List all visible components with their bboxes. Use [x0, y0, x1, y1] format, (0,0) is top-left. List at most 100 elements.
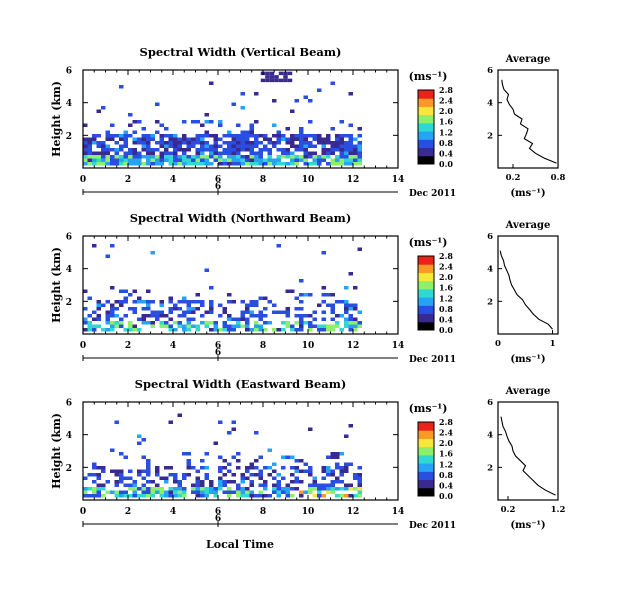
- panel-title: Spectral Width (Vertical Beam): [140, 45, 342, 59]
- heatmap-cell: [294, 148, 299, 152]
- x-tick-label: 4: [170, 507, 176, 517]
- y-tick-label: 4: [66, 99, 72, 109]
- heatmap-cell: [249, 148, 254, 152]
- heatmap-cell: [83, 494, 88, 498]
- heatmap-cell: [294, 155, 299, 159]
- colorbar-tick-label: 0.4: [439, 480, 453, 490]
- heatmap-cell: [357, 158, 362, 162]
- heatmap-cell: [83, 141, 88, 145]
- heatmap-cell: [195, 490, 200, 494]
- colorbar-tick-label: 2.0: [439, 106, 453, 116]
- heatmap-cell: [330, 303, 335, 307]
- heatmap-cell: [254, 431, 259, 435]
- heatmap-cell: [299, 293, 304, 297]
- heatmap-cell: [236, 321, 241, 325]
- heatmap-cell: [344, 162, 349, 166]
- heatmap-cell: [330, 317, 335, 321]
- heatmap-cell: [141, 317, 146, 321]
- avg-y-tick-label: 2: [487, 131, 493, 141]
- heatmap-cell: [159, 162, 164, 166]
- heatmap-cell: [114, 469, 119, 473]
- heatmap-cell: [200, 300, 205, 304]
- heatmap-cell: [281, 134, 286, 138]
- heatmap-cell: [173, 328, 178, 332]
- heatmap-cell: [92, 490, 97, 494]
- heatmap-cell: [290, 137, 295, 141]
- heatmap-cell: [272, 158, 277, 162]
- heatmap-cell: [150, 314, 155, 318]
- heatmap-cell: [227, 144, 232, 148]
- heatmap-cell: [335, 494, 340, 498]
- heatmap-cell: [222, 480, 227, 484]
- heatmap-cell: [173, 490, 178, 494]
- heatmap-cell: [294, 99, 299, 103]
- heatmap-cell: [186, 141, 191, 145]
- heatmap-cell: [155, 473, 160, 477]
- heatmap-cell: [321, 137, 326, 141]
- heatmap-cell: [281, 476, 286, 480]
- heatmap-cell: [137, 120, 142, 124]
- heatmap-cell: [191, 120, 196, 124]
- heatmap-cell: [308, 120, 313, 124]
- heatmap-cell: [177, 487, 182, 491]
- heatmap-cell: [110, 155, 115, 159]
- heatmap-cell: [236, 155, 241, 159]
- heatmap-cell: [344, 300, 349, 304]
- heatmap-cell: [249, 141, 254, 145]
- heatmap-cell: [137, 158, 142, 162]
- heatmap-cell: [128, 148, 133, 152]
- heatmap-cell: [267, 494, 272, 498]
- heatmap-cell: [240, 155, 245, 159]
- heatmap-cell: [285, 162, 290, 166]
- heatmap-cell: [128, 321, 133, 325]
- heatmap-cell: [231, 427, 236, 431]
- heatmap-cell: [105, 148, 110, 152]
- heatmap-cell: [146, 473, 151, 477]
- heatmap-cell: [321, 151, 326, 155]
- heatmap-cell: [173, 141, 178, 145]
- heatmap-cell: [119, 155, 124, 159]
- heatmap-cell: [146, 487, 151, 491]
- heatmap-cell: [209, 303, 214, 307]
- heatmap-cell: [173, 158, 178, 162]
- heatmap-cell: [114, 134, 119, 138]
- heatmap-cell: [321, 144, 326, 148]
- heatmap-cell: [186, 462, 191, 466]
- heatmap-cell: [308, 162, 313, 166]
- heatmap-cell: [137, 328, 142, 332]
- heatmap-cell: [123, 300, 128, 304]
- heatmap-cell: [168, 494, 173, 498]
- heatmap-cell: [283, 71, 288, 76]
- heatmap-cell: [195, 300, 200, 304]
- heatmap-cell: [227, 300, 232, 304]
- heatmap-cell: [339, 452, 344, 456]
- heatmap-cell: [105, 328, 110, 332]
- heatmap-cell: [132, 148, 137, 152]
- heatmap-cell: [281, 321, 286, 325]
- heatmap-cell: [285, 494, 290, 498]
- heatmap-cell: [177, 321, 182, 325]
- heatmap-cell: [182, 120, 187, 124]
- heatmap-cell: [123, 483, 128, 487]
- heatmap-cell: [146, 141, 151, 145]
- heatmap-cell: [272, 462, 277, 466]
- heatmap-cell: [195, 494, 200, 498]
- heatmap-cell: [168, 137, 173, 141]
- heatmap-cell: [344, 434, 349, 438]
- heatmap-cell: [182, 300, 187, 304]
- heatmap-cell: [132, 141, 137, 145]
- heatmap-cell: [92, 310, 97, 314]
- y-tick-label: 2: [66, 298, 72, 308]
- heatmap-cell: [177, 480, 182, 484]
- heatmap-cell: [254, 494, 259, 498]
- heatmap-cell: [186, 452, 191, 456]
- heatmap-cell: [348, 92, 353, 96]
- heatmap-cell: [119, 476, 124, 480]
- heatmap-cell: [276, 137, 281, 141]
- heatmap-cell: [294, 134, 299, 138]
- heatmap-cell: [92, 466, 97, 470]
- x-axis-label: Local Time: [206, 538, 274, 551]
- heatmap-cell: [330, 148, 335, 152]
- heatmap-cell: [200, 158, 205, 162]
- heatmap-cell: [119, 452, 124, 456]
